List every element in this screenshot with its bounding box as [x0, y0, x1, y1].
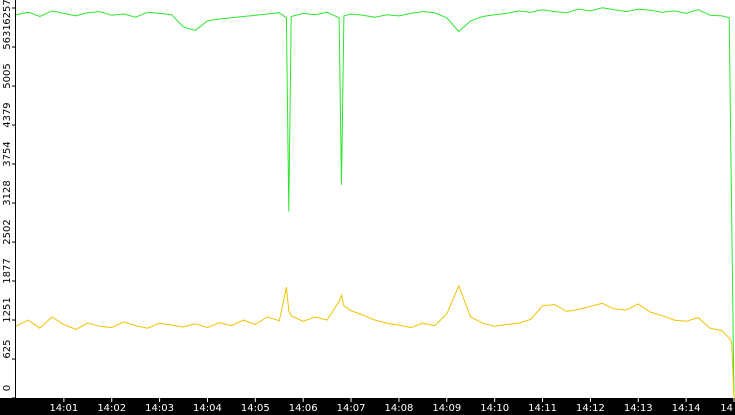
y-tick-label: 4379: [2, 102, 13, 127]
x-tick-label: 14:13: [624, 403, 653, 414]
x-tick-label: 14:06: [289, 403, 318, 414]
y-tick-label: 3128: [2, 180, 13, 205]
y-tick-label: 1251: [2, 297, 13, 322]
series-line: [15, 7, 735, 399]
y-tick-label: 0: [2, 385, 13, 391]
y-tick-label: 5005: [2, 63, 13, 88]
y-tick-label: 625: [2, 339, 13, 358]
series-line: [15, 284, 735, 399]
x-tick-label: 14:12: [576, 403, 605, 414]
x-tick-label: 14:11: [528, 403, 557, 414]
x-tick-label: 14:04: [193, 403, 222, 414]
x-tick-label: 14:01: [49, 403, 78, 414]
y-tick-label: 1877: [2, 258, 13, 283]
x-tick-label: 14:02: [97, 403, 126, 414]
y-tick-label: 5631: [2, 24, 13, 49]
x-tick-label: 14:10: [480, 403, 509, 414]
x-tick-label: 14:14: [672, 403, 701, 414]
x-tick-label: 14:07: [337, 403, 366, 414]
x-tick-label: 14:09: [432, 403, 461, 414]
x-tick-label: 14:05: [241, 403, 270, 414]
x-axis-bar: [0, 398, 735, 415]
y-tick-label: 2502: [2, 219, 13, 244]
x-tick-label: 14: [720, 403, 733, 414]
y-tick-label: 3754: [2, 141, 13, 166]
x-tick-label: 14:08: [385, 403, 414, 414]
y-tick-label: 6257: [2, 0, 13, 25]
x-tick-label: 14:03: [145, 403, 174, 414]
